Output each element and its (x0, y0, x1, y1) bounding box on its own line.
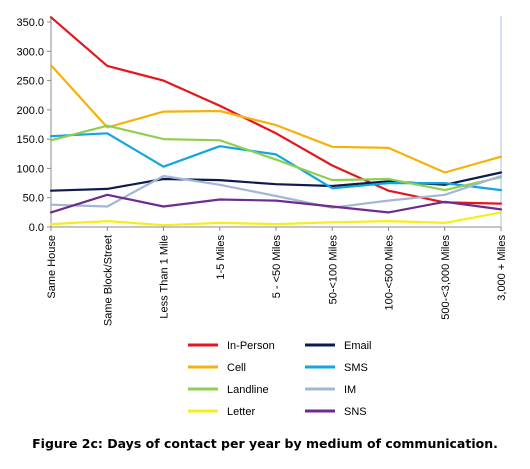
x-axis-ticks: Same House Same Block/Street Less Than 1 M… (46, 227, 508, 326)
x-tick-label: 1-5 Miles (215, 235, 227, 280)
series-line-cell (49, 64, 503, 174)
series-line-in-person (49, 16, 503, 205)
y-tick-label: 300.0 (16, 46, 44, 58)
figure-caption: Figure 2c: Days of contact per year by m… (32, 436, 498, 451)
x-tick-label: Less Than 1 Mile (159, 235, 171, 319)
legend-label: Cell (227, 362, 246, 374)
y-tick-label: 50.0 (23, 193, 44, 205)
y-axis-ticks: 0.0 50.0 100.0 150.0 200.0 250.0 300.0 350.0 (16, 17, 51, 234)
y-tick-label: 250.0 (16, 76, 44, 88)
legend-label: Landline (227, 384, 269, 396)
x-tick-label: 5 - <50 Miles (271, 235, 283, 299)
x-tick-label: Same House (46, 235, 58, 299)
line-chart: 0.0 50.0 100.0 150.0 200.0 250.0 300.0 350.0 Sa… (16, 16, 508, 418)
series-line-sns (49, 193, 503, 214)
legend-label: Letter (227, 406, 255, 418)
x-tick-label: Same Block/Street (102, 235, 114, 326)
y-tick-label: 0.0 (29, 222, 44, 234)
y-tick-label: 350.0 (16, 17, 44, 29)
x-tick-label: 500-<3,000 Miles (440, 235, 452, 320)
x-tick-label: 3,000 + Miles (496, 235, 508, 301)
legend-label: SNS (344, 406, 367, 418)
y-tick-label: 200.0 (16, 105, 44, 117)
legend-label: IM (344, 384, 356, 396)
series-line-letter (49, 211, 503, 227)
series-line-landline (49, 124, 503, 192)
series-line-im (49, 174, 503, 209)
legend-label: In-Person (227, 340, 275, 352)
y-tick-label: 100.0 (16, 163, 44, 175)
x-tick-label: 100-<500 Miles (384, 235, 396, 311)
series-line-sms (49, 132, 503, 192)
chart-legend: In-Person Email Cell SMS Landline IM Letter SNS (188, 340, 372, 418)
series-lines (49, 16, 503, 227)
y-tick-label: 150.0 (16, 134, 44, 146)
x-tick-label: 50-<100 Miles (327, 235, 339, 305)
legend-label: SMS (344, 362, 368, 374)
legend-label: Email (344, 340, 372, 352)
